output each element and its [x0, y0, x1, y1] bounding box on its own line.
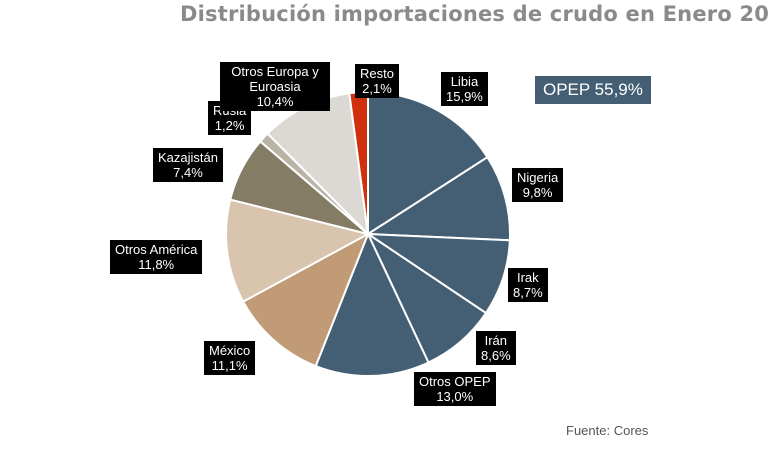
- label-mexico-value: 11,1%: [211, 358, 248, 373]
- pie-slice-otros-am-rica: [225, 198, 371, 303]
- label-nigeria: Nigeria 9,8%: [512, 168, 564, 202]
- label-otros-america: Otros América 11,8%: [110, 240, 203, 274]
- label-otros-opep-value: 13,0%: [436, 389, 474, 404]
- label-irak: Irak 8,7%: [508, 268, 548, 302]
- label-otros-opep: Otros OPEP 13,0%: [414, 372, 496, 406]
- label-irak-name: Irak: [516, 270, 539, 285]
- label-resto: Resto 2,1%: [355, 64, 399, 98]
- label-otros-europa: Otros Europa y Euroasia 10,4%: [220, 62, 330, 111]
- label-iran-name: Irán: [484, 333, 508, 348]
- label-kazajistan-name: Kazajistán: [158, 150, 218, 165]
- label-otros-europa-value: 10,4%: [256, 94, 294, 109]
- label-mexico-name: México: [209, 343, 251, 358]
- pie-slice-nigeria: [364, 155, 511, 242]
- opep-group-callout: OPEP 55,9%: [535, 76, 651, 104]
- label-otros-america-value: 11,8%: [138, 257, 175, 272]
- label-nigeria-name: Nigeria: [517, 170, 559, 185]
- source-note: Fuente: Cores: [566, 423, 649, 438]
- pie-slice-otros-opep: [314, 231, 430, 377]
- label-libia-value: 15,9%: [446, 89, 483, 104]
- label-kazajistan-value: 7,4%: [173, 165, 203, 180]
- label-iran-value: 8,6%: [481, 348, 511, 363]
- label-resto-value: 2,1%: [362, 81, 392, 96]
- chart-title: Distribución importaciones de crudo en E…: [180, 2, 770, 26]
- label-nigeria-value: 9,8%: [522, 185, 553, 200]
- label-mexico: México 11,1%: [204, 341, 256, 375]
- label-resto-name: Resto: [360, 66, 394, 81]
- pie-slice-m-xico: [241, 231, 370, 368]
- label-otros-america-name: Otros América: [115, 242, 198, 257]
- label-rusia-value: 1,2%: [214, 118, 245, 133]
- label-irak-value: 8,7%: [513, 285, 543, 300]
- label-otros-europa-name: Otros Europa y Euroasia: [231, 64, 319, 94]
- label-kazajistan: Kazajistán 7,4%: [153, 148, 223, 182]
- label-iran: Irán 8,6%: [476, 331, 516, 365]
- label-libia-name: Libia: [450, 74, 479, 89]
- label-libia: Libia 15,9%: [441, 72, 488, 106]
- label-otros-opep-name: Otros OPEP: [419, 374, 491, 389]
- pie-slices: [225, 90, 511, 377]
